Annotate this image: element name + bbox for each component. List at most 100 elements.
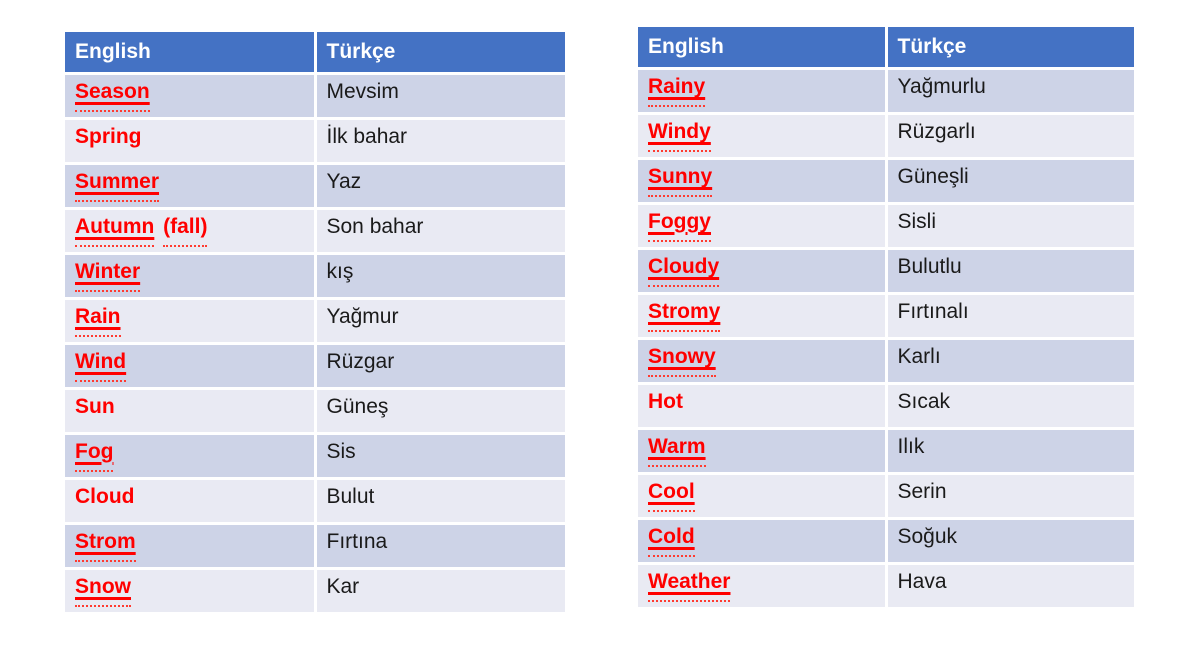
english-term: (fall) [163,215,208,248]
english-term: Weather [648,570,731,603]
table-row: Stromy Fırtınalı [638,295,1134,337]
table-row: Fog Sis [65,435,565,477]
table-row: Season Mevsim [65,75,565,117]
table-row: Weather Hava [638,565,1134,607]
turkish-translation-cell: Sıcak [887,385,1134,427]
turkish-translation-cell: Bulut [316,480,565,522]
turkish-translation: Karlı [897,344,941,368]
english-term-cell: Cold [638,520,885,562]
turkish-translation: kış [326,259,354,283]
english-term-cell: Cool [638,475,885,517]
turkish-translation: İlk bahar [326,124,408,148]
english-term-cell: Summer [65,165,314,207]
turkish-translation-cell: Ilık [887,430,1134,472]
turkish-translation: Rüzgarlı [897,119,976,143]
turkish-translation-cell: Sis [316,435,565,477]
english-term-cell: Hot [638,385,885,427]
english-term: Wind [75,350,127,383]
turkish-translation-cell: Yağmurlu [887,70,1134,112]
turkish-translation: Serin [897,479,947,503]
english-term: Rain [75,305,121,338]
column-header-turkish: Türkçe [887,27,1134,67]
turkish-translation: Sis [326,439,356,463]
english-term-cell: Season [65,75,314,117]
table-row: Summer Yaz [65,165,565,207]
table-row: Cold Soğuk [638,520,1134,562]
turkish-translation: Hava [897,569,947,593]
turkish-translation-cell: Güneş [316,390,565,432]
turkish-translation: Yaz [326,169,362,193]
table-row: Spring İlk bahar [65,120,565,162]
turkish-translation-cell: Rüzgar [316,345,565,387]
table-row: Hot Sıcak [638,385,1134,427]
turkish-translation: Kar [326,574,360,598]
vocab-table-weather-adjectives: English Türkçe Rainy Yağmurlu Windy Rüzgarl… [635,24,1137,610]
turkish-translation-cell: kış [316,255,565,297]
column-header-english: English [65,32,314,72]
english-term-cell: Spring [65,120,314,162]
turkish-translation-cell: Son bahar [316,210,565,252]
table-row: Cool Serin [638,475,1134,517]
turkish-translation: Fırtına [326,529,388,553]
english-term-cell: Snow [65,570,314,612]
english-term: Season [75,80,150,113]
english-term: Cool [648,480,695,513]
turkish-translation: Ilık [897,434,925,458]
turkish-translation-cell: İlk bahar [316,120,565,162]
table-row: Sun Güneş [65,390,565,432]
english-term-cell: Snowy [638,340,885,382]
table-row: Autumn (fall) Son bahar [65,210,565,252]
english-term-cell: Windy [638,115,885,157]
turkish-translation-cell: Bulutlu [887,250,1134,292]
english-term-cell: Winter [65,255,314,297]
turkish-translation-cell: Güneşli [887,160,1134,202]
turkish-translation: Yağmurlu [897,74,986,98]
turkish-translation-cell: Soğuk [887,520,1134,562]
english-term: Windy [648,120,711,153]
turkish-translation: Son bahar [326,214,424,238]
table-row: Strom Fırtına [65,525,565,567]
turkish-translation: Bulutlu [897,254,962,278]
column-header-english: English [638,27,885,67]
turkish-translation-cell: Fırtınalı [887,295,1134,337]
table-row: Cloudy Bulutlu [638,250,1134,292]
table-row: Cloud Bulut [65,480,565,522]
english-term: Sunny [648,165,713,198]
turkish-translation-cell: Serin [887,475,1134,517]
english-term-cell: Cloudy [638,250,885,292]
english-term-cell: Strom [65,525,314,567]
english-term: Cold [648,525,695,558]
english-term-cell: Rain [65,300,314,342]
turkish-translation: Bulut [326,484,375,508]
turkish-translation-cell: Yaz [316,165,565,207]
table-row: Windy Rüzgarlı [638,115,1134,157]
turkish-translation-cell: Sisli [887,205,1134,247]
turkish-translation-cell: Mevsim [316,75,565,117]
english-term-cell: Sunny [638,160,885,202]
turkish-translation-cell: Kar [316,570,565,612]
english-term-cell: Fog [65,435,314,477]
english-term-cell: Sun [65,390,314,432]
turkish-translation: Soğuk [897,524,958,548]
english-term: Stromy [648,300,721,333]
english-term: Winter [75,260,141,293]
english-term: Foggy [648,210,711,243]
table-header-row: English Türkçe [638,27,1134,67]
turkish-translation: Sisli [897,209,937,233]
english-term: Warm [648,435,706,468]
table-row: Winter kış [65,255,565,297]
table-row: Foggy Sisli [638,205,1134,247]
english-term-cell: Autumn (fall) [65,210,314,252]
table-row: Sunny Güneşli [638,160,1134,202]
english-term: Summer [75,170,160,203]
turkish-translation-cell: Karlı [887,340,1134,382]
english-term: Snow [75,575,131,608]
turkish-translation: Fırtınalı [897,299,969,323]
table-row: Snow Kar [65,570,565,612]
turkish-translation-cell: Rüzgarlı [887,115,1134,157]
turkish-translation-cell: Fırtına [316,525,565,567]
english-term-cell: Foggy [638,205,885,247]
english-term: Rainy [648,75,706,108]
english-term-cell: Warm [638,430,885,472]
